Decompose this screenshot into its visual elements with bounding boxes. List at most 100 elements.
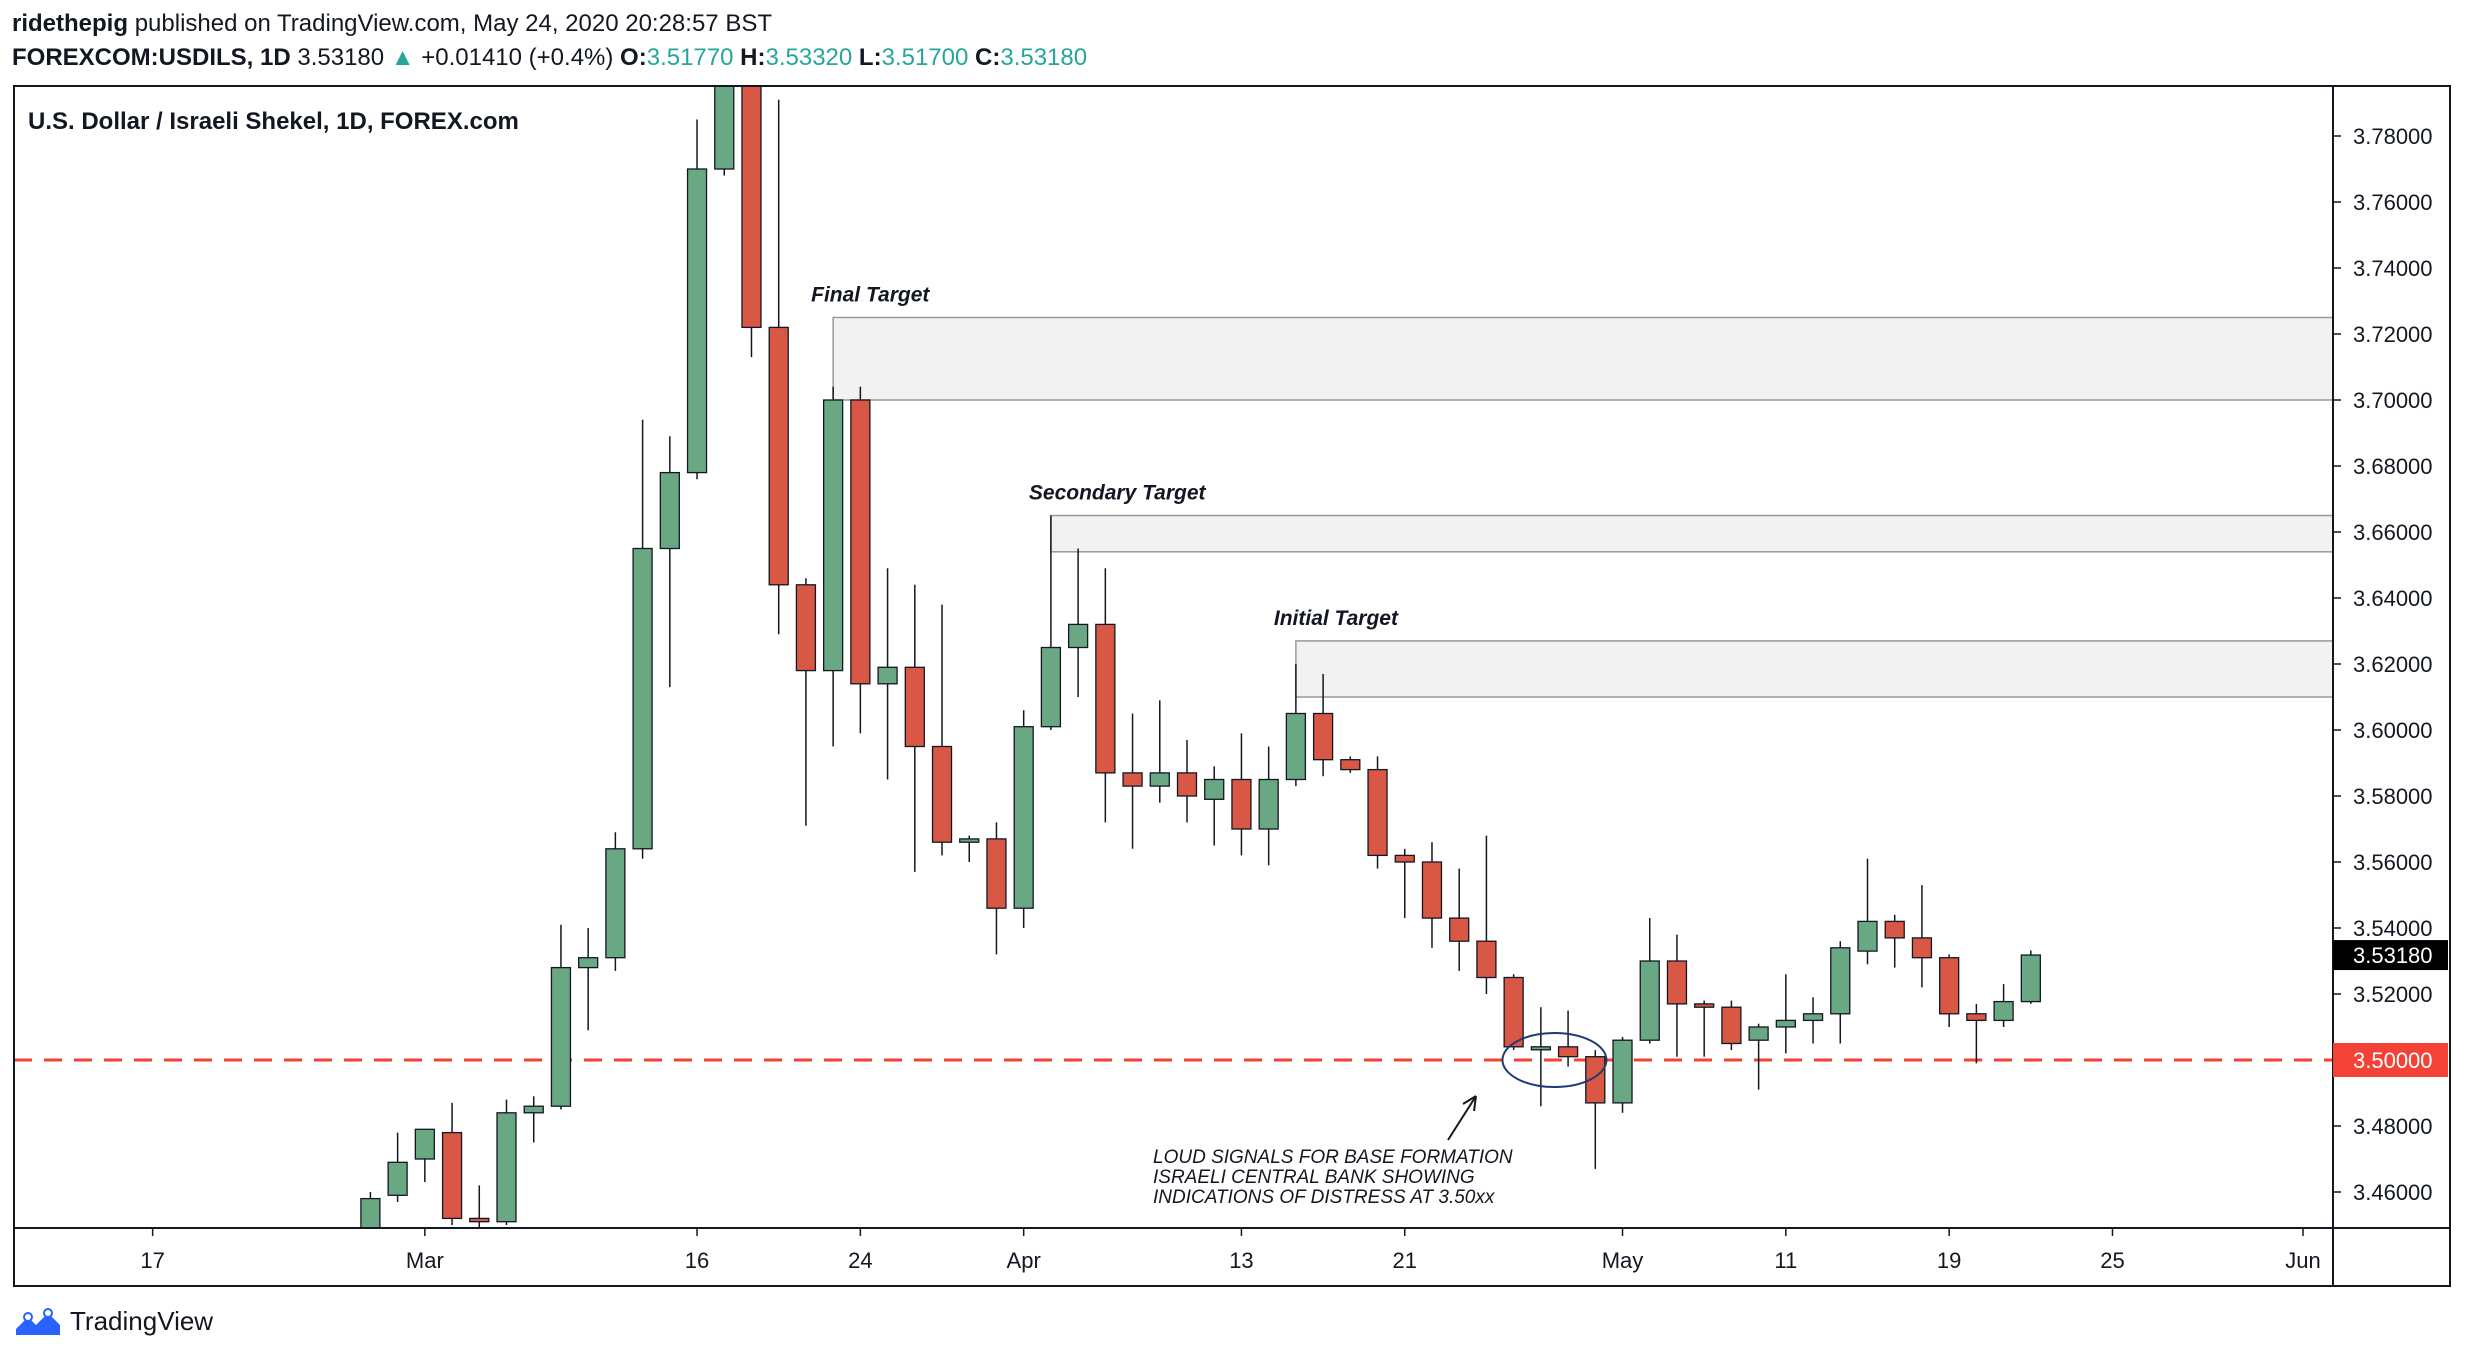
low-label: L: [858, 44, 882, 71]
candle-down [1557, 1010, 1579, 1067]
y-tick-label: 3.46000 [2353, 1180, 2433, 1205]
candle-up [1149, 700, 1170, 803]
candle-down [1231, 733, 1252, 856]
candle-up [2020, 950, 2041, 1004]
open-label: O: [620, 44, 647, 71]
candle-up [1204, 766, 1225, 846]
candle-down [1884, 914, 1905, 968]
candle-body [1530, 1046, 1552, 1051]
candle-body [469, 1217, 490, 1223]
candle-body [387, 1161, 408, 1196]
x-tick-label: Apr [1007, 1248, 1041, 1273]
candle-down [986, 822, 1007, 955]
target-zone-box [1050, 514, 2334, 553]
candle-up [414, 1128, 435, 1183]
candle-body [1911, 937, 1933, 959]
candle-down [741, 85, 762, 358]
candle-body [1666, 960, 1688, 1005]
candle-body [1285, 712, 1307, 781]
candle-body [904, 666, 925, 748]
change-value: +0.01410 (+0.4%) [421, 44, 614, 71]
candle-down [1666, 934, 1688, 1057]
x-tick-label: 21 [1393, 1248, 1417, 1273]
y-tick-label: 3.58000 [2353, 784, 2433, 809]
author-name[interactable]: ridethepig [12, 10, 129, 37]
candle-down [850, 386, 871, 734]
x-tick-label: 13 [1229, 1248, 1253, 1273]
candle-body [1067, 623, 1089, 649]
candle-body [795, 584, 817, 672]
candle-up [1285, 664, 1307, 787]
x-tick-label: 19 [1937, 1248, 1961, 1273]
candle-down [1476, 835, 1497, 994]
x-tick-label: 16 [685, 1248, 709, 1273]
target-zones: Final Target Secondary Target Initial Targ… [811, 284, 2334, 698]
candle-down [441, 1102, 463, 1225]
candle-body [1694, 1003, 1715, 1008]
candle-down [768, 99, 789, 635]
x-tick-label: 24 [848, 1248, 872, 1273]
candle-body [1775, 1019, 1796, 1028]
candle-down [1694, 1000, 1715, 1057]
x-tick-label: Jun [2285, 1248, 2320, 1273]
y-tick-label: 3.68000 [2353, 454, 2433, 479]
candle-body [959, 838, 980, 843]
candles [360, 85, 2041, 1229]
candle-body [1367, 768, 1388, 857]
candle-up [360, 1192, 381, 1229]
candle-down [1911, 885, 1933, 988]
candle-body [1312, 712, 1334, 761]
y-tick-label: 3.62000 [2353, 652, 2433, 677]
candle-down [1939, 954, 1960, 1027]
candle-body [1830, 947, 1851, 1015]
candle-body [523, 1105, 544, 1114]
candle-body [1204, 778, 1225, 800]
candle-up [387, 1132, 408, 1202]
low-value: 3.51700 [881, 44, 969, 71]
candle-up [1802, 997, 1824, 1044]
candle-body [1013, 726, 1034, 909]
tradingview-brand[interactable]: TradingView [14, 1306, 213, 1337]
support-price-tag [2333, 1043, 2448, 1077]
candle-body [414, 1128, 435, 1160]
y-tick-label: 3.48000 [2353, 1114, 2433, 1139]
candle-body [1748, 1026, 1769, 1041]
candle-body [578, 957, 599, 969]
candle-up [1639, 918, 1660, 1044]
x-tick-label: 11 [1774, 1248, 1797, 1273]
tradingview-logo-icon [16, 1307, 60, 1335]
target-zone-label: Secondary Target [1029, 482, 1207, 505]
candle-up [523, 1096, 544, 1143]
candlestick-chart[interactable]: U.S. Dollar / Israeli Shekel, 1D, FOREX.… [0, 0, 2466, 1300]
publish-info: ridethepig published on TradingView.com,… [12, 10, 772, 38]
y-tick-label: 3.78000 [2353, 124, 2433, 149]
x-tick-label: 17 [140, 1248, 164, 1273]
candle-body [632, 547, 653, 850]
candle-body [1421, 861, 1443, 919]
candle-body [1721, 1006, 1742, 1045]
candle-body [1857, 920, 1878, 952]
candle-up [686, 119, 708, 480]
candle-body [1503, 976, 1524, 1048]
target-zone-label: Final Target [811, 284, 930, 307]
candle-body [1394, 854, 1415, 863]
candle-body [550, 966, 572, 1107]
candle-body [1231, 778, 1252, 830]
brand-name: TradingView [70, 1306, 214, 1336]
candle-up [714, 85, 735, 176]
candle-body [1176, 772, 1198, 797]
candle-up [1830, 941, 1851, 1044]
candle-up [496, 1099, 517, 1225]
candle-down [1503, 974, 1524, 1051]
candle-up [1258, 746, 1279, 866]
candle-body [1802, 1013, 1824, 1022]
annotation-text-line: INDICATIONS OF DISTRESS AT 3.50xx [1153, 1187, 1496, 1208]
candle-body [496, 1112, 517, 1223]
candle-body [1095, 623, 1116, 774]
high-value: 3.53320 [765, 44, 853, 71]
y-tick-label: 3.56000 [2353, 850, 2433, 875]
chart-frame [13, 85, 2451, 1287]
candle-body [1340, 759, 1361, 771]
symbol-label: FOREXCOM:USDILS, 1D [12, 44, 291, 71]
candle-body [1449, 917, 1470, 942]
